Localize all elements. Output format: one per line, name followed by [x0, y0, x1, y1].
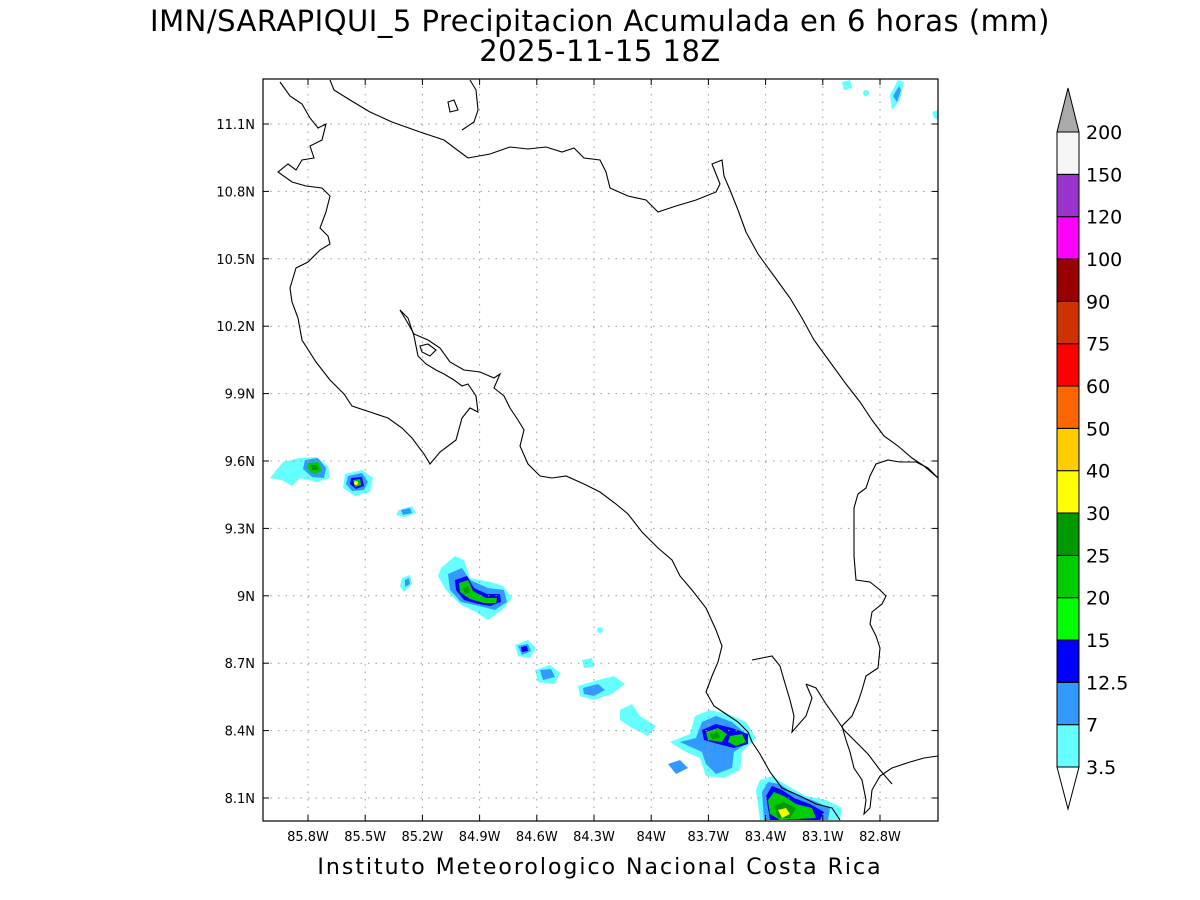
panama-border: [841, 459, 939, 727]
map-title: IMN/SARAPIQUI_5 Precipitacion Acumulada …: [150, 4, 1050, 38]
precipitation-fields: [270, 80, 938, 820]
colorbar-level-label: 15: [1086, 630, 1110, 652]
x-tick-label: 83.4W: [745, 830, 787, 845]
precip-cell: [620, 704, 656, 736]
colorbar-swatch: [1056, 131, 1080, 175]
colorbar-level-label: 120: [1086, 207, 1122, 229]
precip-cell: [668, 710, 756, 778]
longitude-axis: 85.8W 85.5W 85.2W 84.9W 84.6W 84.3W 84W 83.7W 83…: [287, 79, 901, 845]
plot-frame: [262, 78, 939, 822]
x-tick-label: 84.9W: [459, 830, 501, 845]
colorbar-level-label: 90: [1086, 291, 1110, 313]
colorbar-level-label: 3.5: [1086, 757, 1116, 779]
precip-cell: [401, 508, 412, 515]
colorbar-swatch: [1056, 173, 1080, 218]
precip-cell: [582, 658, 594, 668]
x-tick-label: 84.3W: [573, 830, 615, 845]
pacific-coast-guanacaste: [277, 81, 479, 465]
precip-cell: [438, 556, 512, 620]
gridlines: [263, 79, 938, 821]
colorbar-swatch: [1056, 216, 1080, 260]
y-tick-label: 8.7N: [225, 657, 255, 672]
y-tick-label: 10.5N: [216, 253, 255, 268]
gulf-of-nicoya-shore: [399, 309, 841, 821]
precip-cell: [893, 86, 901, 102]
colorbar-level-label: 60: [1086, 376, 1110, 398]
colorbar-level-label: 40: [1086, 461, 1110, 483]
colorbar-level-label: 25: [1086, 545, 1110, 567]
precip-cell: [863, 90, 869, 96]
colorbar-swatch: [1056, 639, 1080, 683]
nicaragua-border: [467, 146, 731, 213]
x-tick-label: 85.2W: [401, 830, 443, 845]
colorbar-lower-extension: [1056, 766, 1080, 811]
precip-cell: [842, 80, 852, 90]
colorbar-swatch: [1056, 470, 1080, 514]
colorbar-upper-extension: [1056, 87, 1080, 133]
burica-peninsula: [751, 655, 813, 734]
x-tick-label: 84W: [636, 830, 666, 845]
lake-nicaragua-shore: [329, 79, 469, 159]
latitude-axis: 11.1N 10.8N 10.5N 10.2N 9.9N 9.6N 9.3N 9N 8.7N 8.…: [216, 118, 938, 807]
y-tick-label: 9.3N: [225, 522, 255, 537]
colorbar-swatch: [1056, 343, 1080, 387]
colorbar-swatch: [1056, 258, 1080, 302]
golfo-dulce-shore: [805, 683, 893, 785]
y-tick-label: 10.2N: [216, 320, 255, 335]
precip-cell: [405, 578, 410, 587]
precip-cell: [540, 669, 555, 680]
y-tick-label: 8.4N: [225, 725, 255, 740]
x-tick-label: 83.1W: [802, 830, 844, 845]
x-tick-label: 83.7W: [687, 830, 729, 845]
precip-cell: [597, 627, 603, 633]
colorbar-swatch: [1056, 724, 1080, 768]
precip-cell: [756, 776, 842, 820]
lake-shore-north: [461, 79, 479, 131]
caribbean-coast: [729, 189, 939, 479]
colorbar-legend: 3.5 7 12.5 15 20 25 30 40 50 60 75 90 100 120 150 200: [1056, 87, 1128, 811]
y-tick-label: 9N: [237, 590, 255, 605]
x-tick-label: 85.8W: [287, 830, 329, 845]
precip-cell: [515, 640, 536, 658]
y-tick-label: 8.1N: [225, 792, 255, 807]
colorbar-level-label: 75: [1086, 334, 1110, 356]
colorbar-level-label: 30: [1086, 503, 1110, 525]
colorbar-level-label: 7: [1086, 715, 1098, 737]
colorbar-level-label: 150: [1086, 164, 1122, 186]
colorbar-swatch: [1056, 385, 1080, 429]
colorbar-level-label: 100: [1086, 249, 1122, 271]
colorbar-swatch: [1056, 512, 1080, 556]
precip-cell: [343, 470, 373, 496]
colorbar-swatch: [1056, 681, 1080, 726]
colorbar-swatch: [1056, 597, 1080, 641]
y-tick-label: 11.1N: [216, 118, 255, 133]
colorbar-swatch: [1056, 554, 1080, 599]
precip-cell: [270, 457, 330, 486]
y-tick-label: 10.8N: [216, 185, 255, 200]
panama-pacific-coast: [841, 725, 939, 816]
x-tick-label: 85.5W: [344, 830, 386, 845]
colorbar-level-label: 50: [1086, 418, 1110, 440]
coastlines-and-borders: [277, 79, 939, 821]
colorbar-level-label: 200: [1086, 122, 1122, 144]
y-tick-label: 9.9N: [225, 388, 255, 403]
footer-credit: Instituto Meteorologico Nacional Costa R…: [317, 855, 883, 880]
y-tick-label: 9.6N: [225, 455, 255, 470]
x-tick-label: 84.6W: [516, 830, 558, 845]
precip-cell: [583, 684, 605, 696]
colorbar-swatch: [1056, 427, 1080, 472]
colorbar-swatch: [1056, 300, 1080, 345]
x-tick-label: 82.8W: [859, 830, 901, 845]
colorbar-level-label: 20: [1086, 588, 1110, 610]
precip-cell: [932, 110, 938, 120]
colorbar-level-label: 12.5: [1086, 672, 1128, 694]
map-subtitle-datetime: 2025-11-15 18Z: [479, 34, 721, 68]
